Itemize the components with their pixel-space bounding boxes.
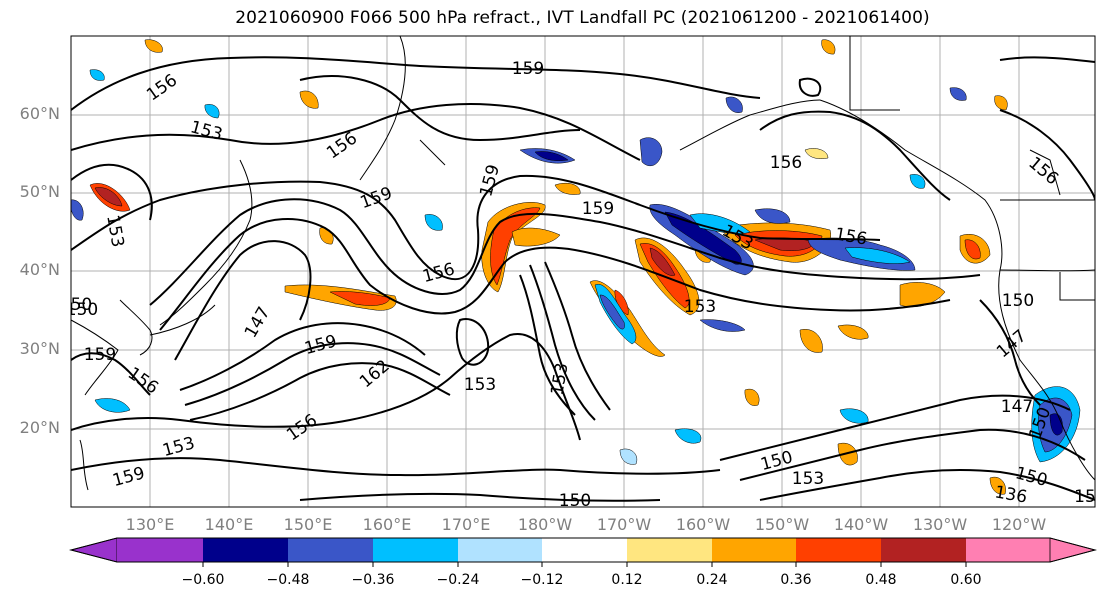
lon-label: 150°W bbox=[754, 515, 810, 534]
colorbar-tick-label: −0.12 bbox=[520, 572, 564, 588]
colorbar-segment bbox=[796, 538, 881, 562]
contour-label: 159 bbox=[512, 59, 544, 79]
lon-label: 170°E bbox=[441, 515, 491, 534]
contour-label: 136 bbox=[993, 482, 1028, 507]
gridlines bbox=[71, 36, 1095, 507]
contour-label: 150 bbox=[559, 491, 591, 511]
colorbar-tick-label: 0.24 bbox=[696, 572, 728, 588]
colorbar-segment bbox=[203, 538, 288, 562]
colorbar-outline bbox=[69, 537, 1097, 563]
contour-label: 159 bbox=[582, 199, 614, 219]
lat-label: 40°N bbox=[19, 260, 60, 279]
contour-label: 153 bbox=[792, 469, 824, 489]
contour-label: 153 bbox=[684, 297, 716, 317]
contour-label: 153 bbox=[464, 375, 496, 395]
colorbar-segment bbox=[373, 538, 458, 562]
colorbar-extend-min bbox=[69, 537, 118, 563]
lat-label: 60°N bbox=[19, 104, 60, 123]
contour-label: 150 bbox=[66, 300, 98, 320]
colorbar-tick-label: −0.36 bbox=[351, 572, 395, 588]
colorbar bbox=[69, 537, 1097, 567]
lat-label: 30°N bbox=[19, 339, 60, 358]
colorbar-segment bbox=[627, 538, 712, 562]
height-contours bbox=[71, 56, 1095, 502]
lon-label: 140°E bbox=[204, 515, 254, 534]
map-title: 2021060900 F066 500 hPa refract., IVT La… bbox=[235, 8, 930, 28]
lon-label: 150°E bbox=[283, 515, 333, 534]
contour-label: 15 bbox=[1074, 487, 1096, 507]
colorbar-tick-label: −0.60 bbox=[181, 572, 225, 588]
lon-label: 130°E bbox=[125, 515, 175, 534]
contour-label: 147 bbox=[1001, 397, 1033, 417]
contour-label: 150 bbox=[1002, 291, 1034, 311]
lon-label: 160°W bbox=[675, 515, 731, 534]
colorbar-extend-max bbox=[1049, 537, 1097, 563]
colorbar-ticks bbox=[202, 562, 967, 567]
colorbar-tick-label: 0.48 bbox=[865, 572, 897, 588]
contour-label: 159 bbox=[84, 345, 116, 365]
colorbar-tick-label: −0.24 bbox=[436, 572, 480, 588]
lon-label: 120°W bbox=[991, 515, 1047, 534]
colorbar-segment bbox=[881, 538, 966, 562]
colorbar-segment bbox=[542, 538, 627, 562]
lon-label: 130°W bbox=[912, 515, 968, 534]
colorbar-tick-label: 0.60 bbox=[950, 572, 982, 588]
colorbar-segment bbox=[966, 538, 1050, 562]
colorbar-segment bbox=[288, 538, 373, 562]
lon-label: 170°W bbox=[596, 515, 652, 534]
lon-label: 180°W bbox=[517, 515, 573, 534]
lat-label: 20°N bbox=[19, 418, 60, 437]
map-frame bbox=[70, 35, 1096, 508]
contour-label: 156 bbox=[770, 153, 802, 173]
colorbar-segment bbox=[712, 538, 796, 562]
coastlines bbox=[71, 36, 1095, 491]
colorbar-tick-label: 0.36 bbox=[780, 572, 812, 588]
lat-label: 50°N bbox=[19, 182, 60, 201]
colorbar-segment bbox=[458, 538, 542, 562]
colorbar-tick-label: 0.12 bbox=[611, 572, 643, 588]
lon-label: 140°W bbox=[833, 515, 889, 534]
colorbar-tick-label: −0.48 bbox=[266, 572, 310, 588]
colorbar-segment bbox=[117, 538, 203, 562]
contour-label: 150 bbox=[60, 295, 92, 315]
lon-label: 160°E bbox=[362, 515, 412, 534]
